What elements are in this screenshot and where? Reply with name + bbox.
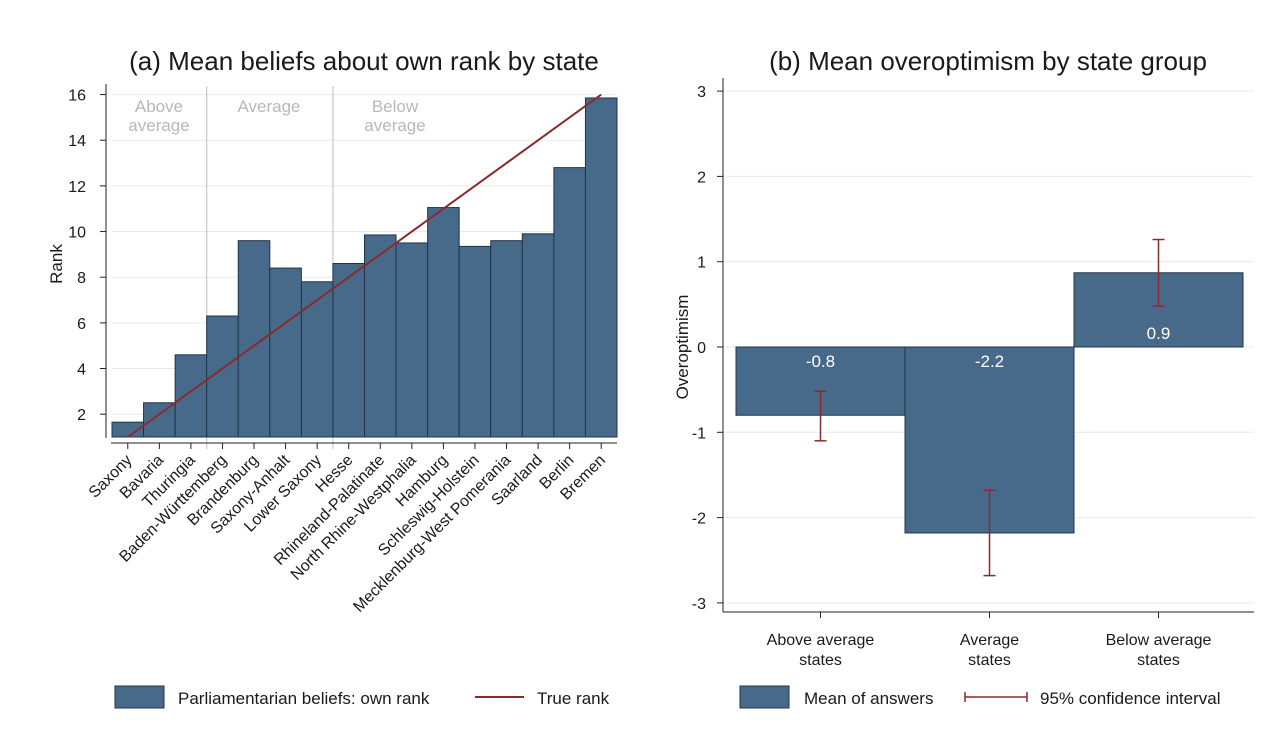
legend-swatch-mean bbox=[739, 685, 790, 709]
group-band-label: Above bbox=[135, 97, 183, 116]
bar-bavaria bbox=[143, 402, 176, 438]
legend-label-ci: 95% confidence interval bbox=[1040, 689, 1221, 708]
x-tick-label: states bbox=[799, 652, 842, 669]
group-band-label: Average bbox=[237, 97, 300, 116]
y-tick-label: 6 bbox=[77, 316, 86, 333]
bar-data-label: -0.8 bbox=[806, 352, 835, 371]
panel-b-title: (b) Mean overoptimism by state group bbox=[769, 46, 1207, 76]
x-tick-label: Below average bbox=[1106, 632, 1212, 649]
y-tick-label: 2 bbox=[77, 407, 86, 424]
y-tick-label: -2 bbox=[692, 511, 706, 528]
y-tick-label: -3 bbox=[692, 596, 706, 613]
x-tick-label: states bbox=[1137, 652, 1180, 669]
y-tick-label: 12 bbox=[68, 179, 86, 196]
group-band-label: average bbox=[364, 116, 425, 135]
bar-rhineland-palatinate bbox=[364, 234, 397, 438]
group-band-label: Below bbox=[372, 97, 419, 116]
y-tick-label: -1 bbox=[692, 425, 706, 442]
y-tick-label: 2 bbox=[697, 169, 706, 186]
y-tick-label: 14 bbox=[68, 133, 86, 150]
y-tick-label: 10 bbox=[68, 225, 86, 242]
y-tick-label: 3 bbox=[697, 84, 706, 101]
y-tick-label: 4 bbox=[77, 362, 86, 379]
bar-berlin bbox=[553, 167, 586, 438]
panel-a-title: (a) Mean beliefs about own rank by state bbox=[129, 46, 599, 76]
bar-bremen bbox=[584, 97, 618, 438]
bar-schleswig-holstein bbox=[458, 245, 492, 438]
panel-a: (a) Mean beliefs about own rank by state… bbox=[47, 46, 618, 709]
y-tick-label: 0 bbox=[697, 340, 706, 357]
y-axis-title: Overoptimism bbox=[673, 295, 692, 400]
x-tick-label: states bbox=[968, 652, 1011, 669]
legend-label-beliefs: Parliamentarian beliefs: own rank bbox=[178, 689, 430, 708]
bar-mecklenburg-west-pomerania bbox=[490, 240, 523, 438]
y-tick-label: 8 bbox=[77, 270, 86, 287]
bar-hesse bbox=[332, 263, 365, 438]
bar-north-rhine-westphalia bbox=[395, 242, 429, 438]
bar-lower-saxony bbox=[300, 281, 334, 438]
panel-b: (b) Mean overoptimism by state group -3 -2… bbox=[673, 46, 1254, 709]
legend-label-true-rank: True rank bbox=[537, 689, 610, 708]
bar-thuringia bbox=[174, 354, 208, 438]
y-tick-label: 16 bbox=[68, 88, 86, 105]
bar-data-label: 0.9 bbox=[1147, 324, 1171, 343]
x-tick-label: Average bbox=[960, 632, 1019, 649]
legend-swatch-beliefs bbox=[114, 685, 165, 709]
bar-hamburg bbox=[427, 207, 460, 438]
group-band-label: average bbox=[128, 116, 189, 135]
y-tick-label: 1 bbox=[697, 255, 706, 272]
bar-saxony-anhalt bbox=[269, 267, 302, 438]
true-rank-line bbox=[127, 93, 602, 438]
bar-data-label: -2.2 bbox=[975, 352, 1004, 371]
bar-saarland bbox=[521, 233, 555, 438]
y-axis-title: Rank bbox=[47, 244, 66, 284]
legend-label-mean: Mean of answers bbox=[804, 689, 933, 708]
x-tick-label: Above average bbox=[767, 632, 875, 649]
